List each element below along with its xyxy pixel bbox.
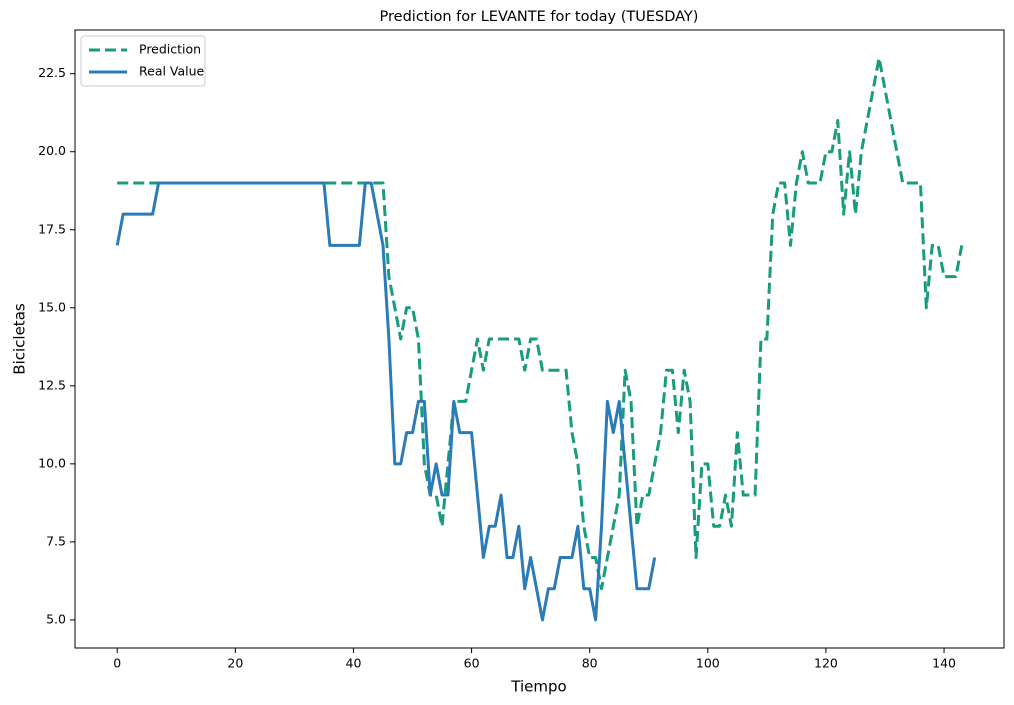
y-tick-label: 17.5: [38, 221, 66, 236]
y-tick-label: 15.0: [38, 299, 66, 314]
legend: Prediction Real Value: [80, 35, 206, 87]
x-tick-label: 20: [227, 656, 243, 671]
legend-label: Real Value: [139, 64, 205, 79]
x-tick-label: 140: [932, 656, 956, 671]
x-tick-label: 100: [696, 656, 720, 671]
y-tick-label: 10.0: [38, 455, 66, 470]
y-tick-label: 5.0: [46, 611, 66, 626]
series-line: [115, 181, 657, 622]
x-tick-label: 120: [814, 656, 838, 671]
y-tick-label: 7.5: [46, 533, 66, 548]
chart-title: Prediction for LEVANTE for today (TUESDA…: [380, 9, 699, 25]
series-line: [117, 56, 964, 591]
x-tick-label: 60: [464, 656, 480, 671]
x-tick-label: 40: [346, 656, 362, 671]
y-tick-label: 12.5: [38, 377, 66, 392]
y-axis-label: Bicicletas: [11, 303, 29, 375]
legend-label: Prediction: [139, 42, 201, 57]
y-tick-label: 20.0: [38, 143, 66, 158]
x-tick-label: 0: [113, 656, 121, 671]
x-axis-label: Tiempo: [510, 678, 566, 696]
plot-frame: [74, 29, 1005, 649]
x-tick-label: 80: [582, 656, 598, 671]
y-tick-label: 22.5: [38, 65, 66, 80]
